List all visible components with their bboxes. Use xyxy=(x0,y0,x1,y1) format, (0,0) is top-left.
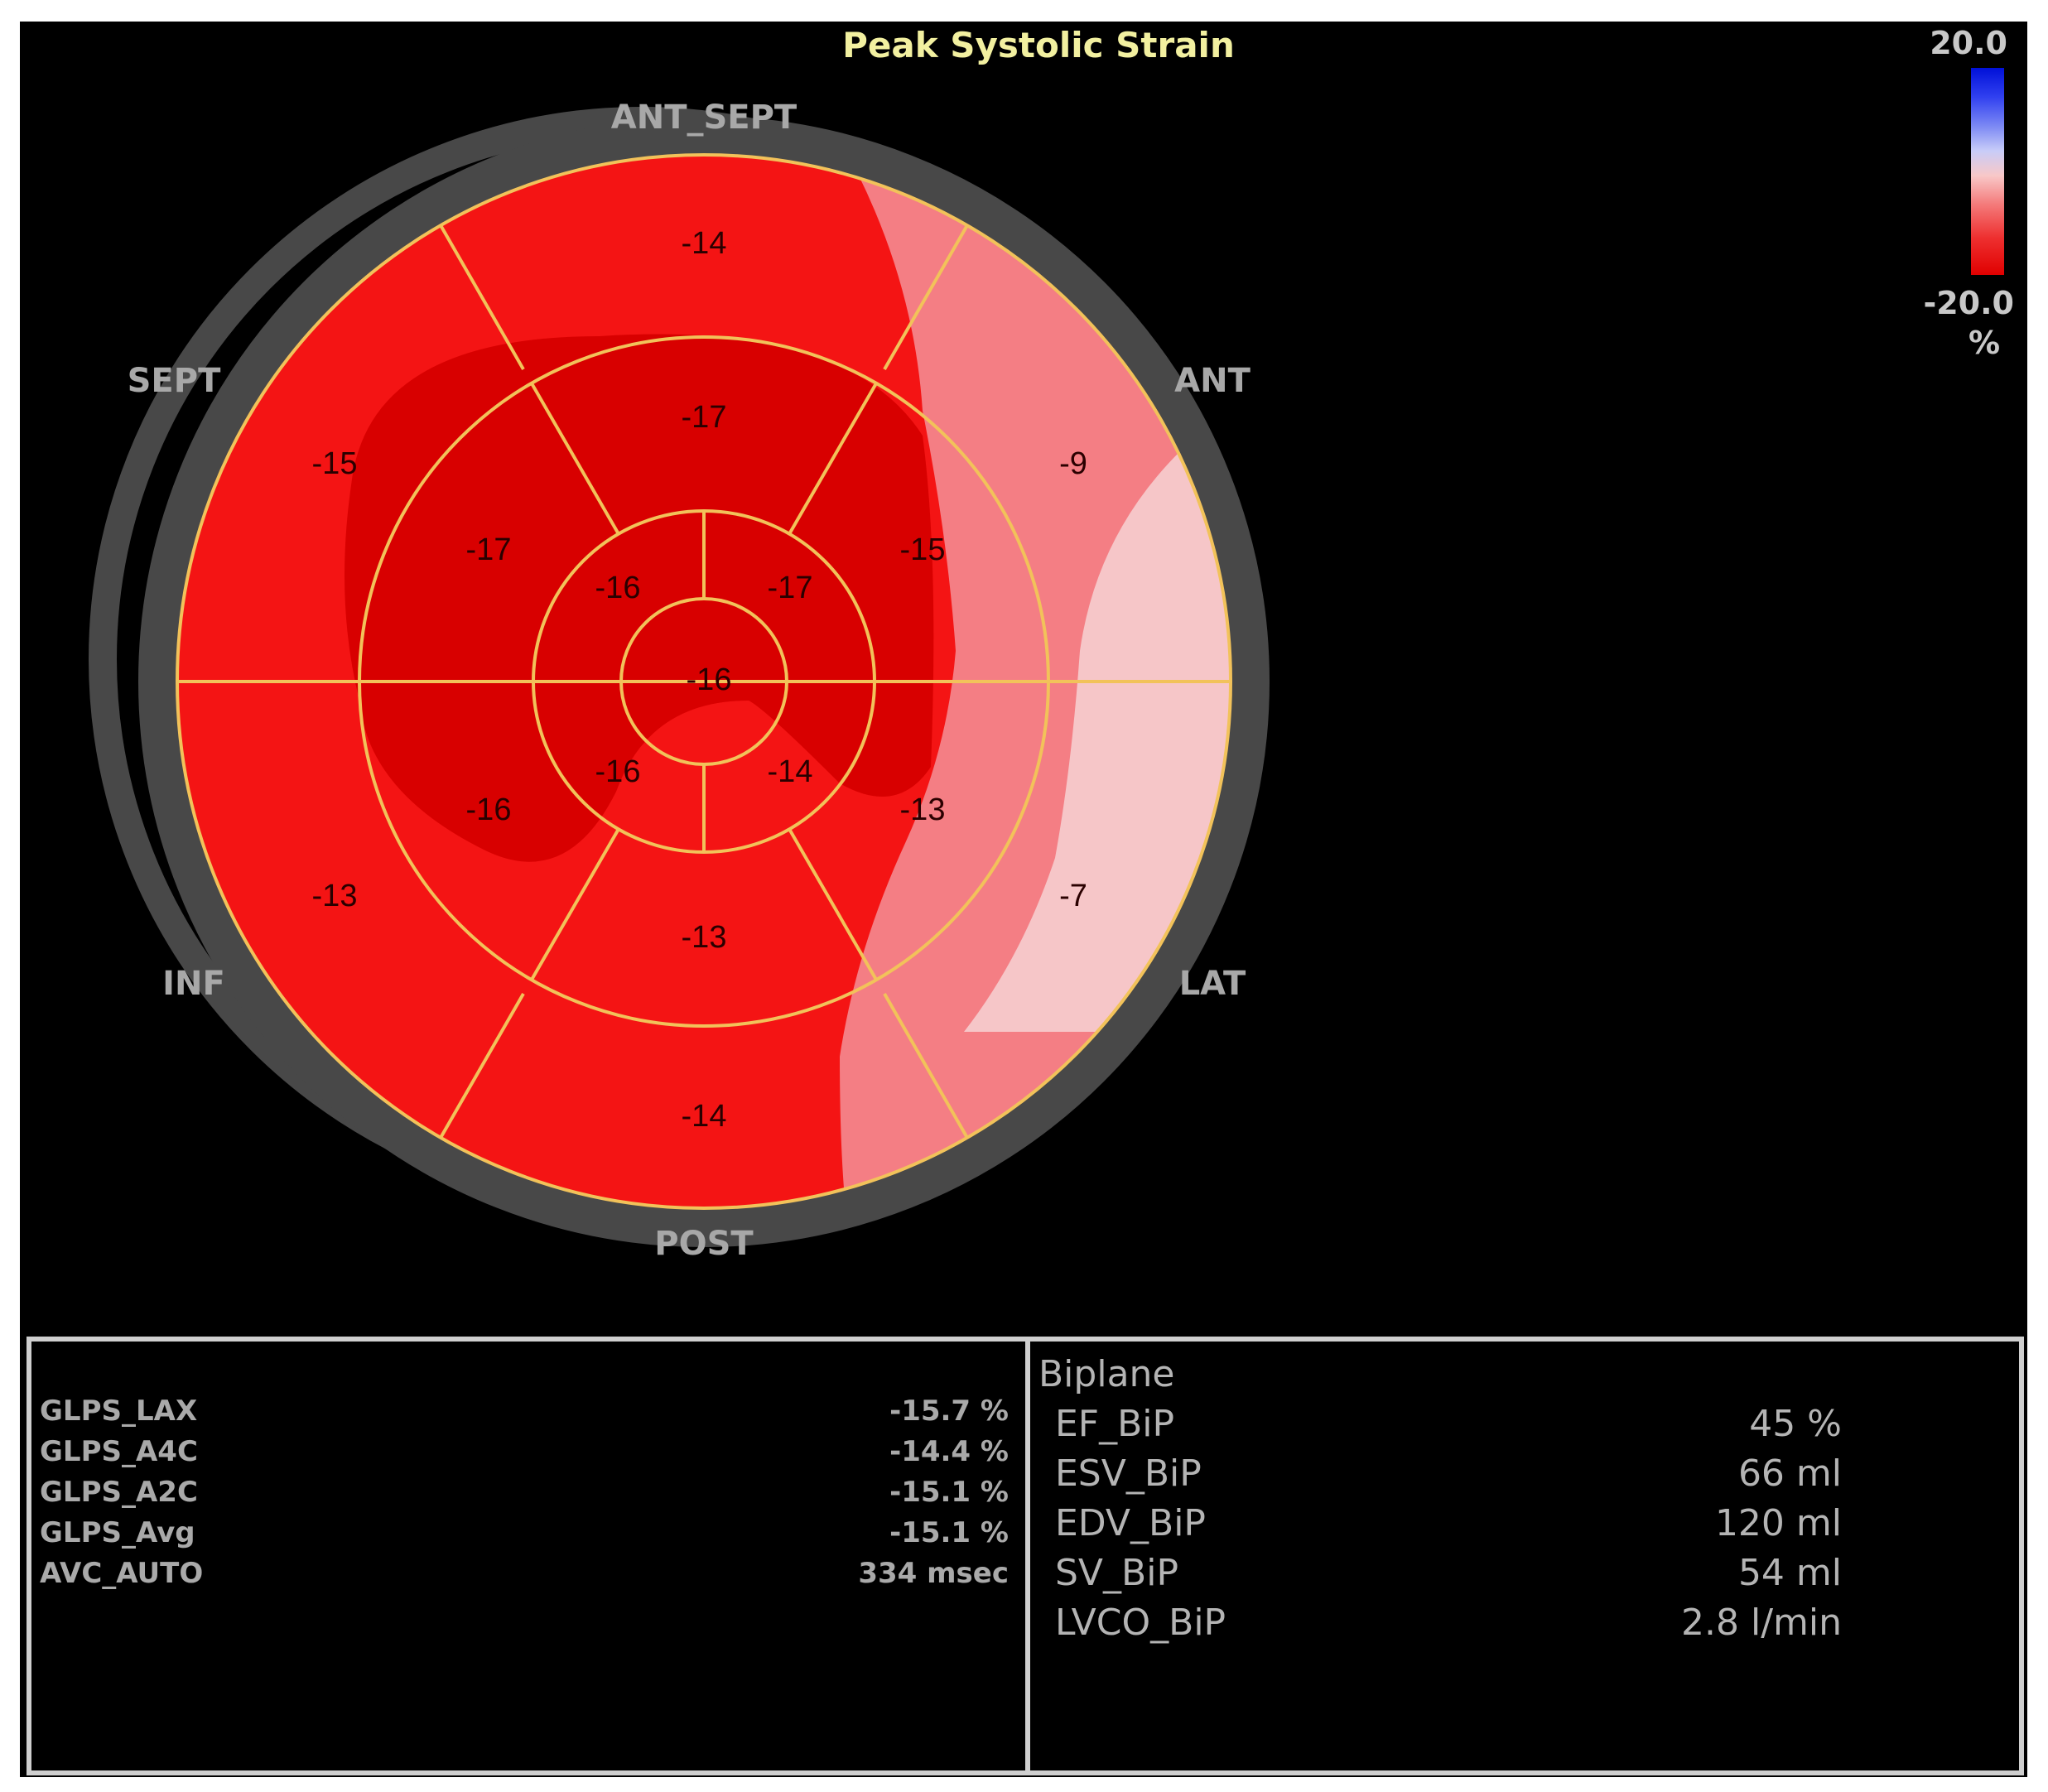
apical-sept-value: -16 xyxy=(595,571,641,605)
basal-ant-sept-value: -14 xyxy=(682,226,727,261)
direction-lat: LAT xyxy=(1179,965,1246,1003)
direction-inf: INF xyxy=(162,965,225,1003)
biplane-row: EDV_BiP 120 ml xyxy=(1055,1502,1842,1552)
direction-ant: ANT xyxy=(1174,362,1250,400)
glps-row: AVC_AUTO 334 msec xyxy=(40,1557,1009,1598)
biplane-value: 66 ml xyxy=(1737,1452,1842,1495)
biplane-name: SV_BiP xyxy=(1055,1552,1178,1594)
glps-row: GLPS_A4C -14.4 % xyxy=(40,1435,1009,1476)
mid-inf-value: -16 xyxy=(466,792,512,827)
biplane-row: EF_BiP 45 % xyxy=(1055,1403,1842,1452)
apical-lat-value: -14 xyxy=(768,754,813,789)
mid-sept-value: -17 xyxy=(466,532,512,567)
deep-red-region xyxy=(345,334,934,862)
direction-ant-sept: ANT_SEPT xyxy=(611,99,798,137)
glps-name: GLPS_A4C xyxy=(40,1435,198,1468)
glps-row: GLPS_Avg -15.1 % xyxy=(40,1516,1009,1558)
biplane-value: 45 % xyxy=(1749,1403,1842,1445)
glps-name: AVC_AUTO xyxy=(40,1557,204,1590)
segment-lines xyxy=(176,153,1232,1210)
glps-value: 334 msec xyxy=(858,1557,1009,1590)
biplane-name: EF_BiP xyxy=(1055,1403,1175,1445)
glps-row: GLPS_LAX -15.7 % xyxy=(40,1395,1009,1436)
biplane-panel: Biplane EF_BiP 45 % ESV_BiP 66 ml EDV_Bi… xyxy=(1030,1342,2019,1770)
biplane-title: Biplane xyxy=(1038,1353,1175,1395)
glps-name: GLPS_LAX xyxy=(40,1395,198,1428)
measurement-panels: GLPS_LAX -15.7 % GLPS_A4C -14.4 % GLPS_A… xyxy=(27,1337,2024,1775)
basal-ant-value: -9 xyxy=(1059,446,1087,481)
apical-inf-value: -16 xyxy=(595,754,641,789)
colorbar-unit-label: % xyxy=(1968,325,2001,361)
glps-value: -15.7 % xyxy=(889,1395,1009,1428)
basal-inf-value: -13 xyxy=(312,879,358,913)
glps-value: -15.1 % xyxy=(889,1516,1009,1549)
biplane-row: SV_BiP 54 ml xyxy=(1055,1552,1842,1602)
strain-display: -14 -9 -7 -14 -13 -15 -17 -15 -13 -13 -1… xyxy=(20,22,2027,1777)
direction-post: POST xyxy=(654,1225,754,1263)
page-title: Peak Systolic Strain xyxy=(842,25,1235,65)
basal-post-value: -14 xyxy=(682,1099,727,1134)
biplane-name: EDV_BiP xyxy=(1055,1502,1206,1544)
glps-name: GLPS_Avg xyxy=(40,1516,195,1549)
direction-sept: SEPT xyxy=(128,362,221,400)
mid-lat-value: -13 xyxy=(900,792,946,827)
biplane-name: ESV_BiP xyxy=(1055,1452,1202,1495)
outer-ring-right xyxy=(138,116,1270,1247)
mid-post-value: -13 xyxy=(682,920,727,955)
colorbar-min-label: -20.0 xyxy=(1923,285,2014,321)
colorbar xyxy=(1971,68,2004,275)
basal-lat-value: -7 xyxy=(1059,879,1087,913)
colorbar-max-label: 20.0 xyxy=(1930,25,2007,61)
basal-sept-value: -15 xyxy=(312,446,358,481)
glps-name: GLPS_A2C xyxy=(40,1476,198,1509)
biplane-row: LVCO_BiP 2.8 l/min xyxy=(1055,1602,1842,1651)
biplane-value: 54 ml xyxy=(1737,1552,1842,1594)
biplane-value: 2.8 l/min xyxy=(1681,1602,1842,1644)
glps-panel: GLPS_LAX -15.7 % GLPS_A4C -14.4 % GLPS_A… xyxy=(31,1342,1030,1770)
mid-ant-sept-value: -17 xyxy=(682,400,727,435)
glps-value: -15.1 % xyxy=(889,1476,1009,1509)
biplane-row: ESV_BiP 66 ml xyxy=(1055,1452,1842,1502)
glps-value: -14.4 % xyxy=(889,1435,1009,1468)
biplane-value: 120 ml xyxy=(1714,1502,1842,1544)
biplane-name: LVCO_BiP xyxy=(1055,1602,1226,1644)
glps-row: GLPS_A2C -15.1 % xyxy=(40,1476,1009,1517)
apex-value: -16 xyxy=(687,662,732,697)
apical-ant-value: -17 xyxy=(768,571,813,605)
bullseye-plot: -14 -9 -7 -14 -13 -15 -17 -15 -13 -13 -1… xyxy=(89,99,1270,1263)
mid-ant-value: -15 xyxy=(900,532,946,567)
